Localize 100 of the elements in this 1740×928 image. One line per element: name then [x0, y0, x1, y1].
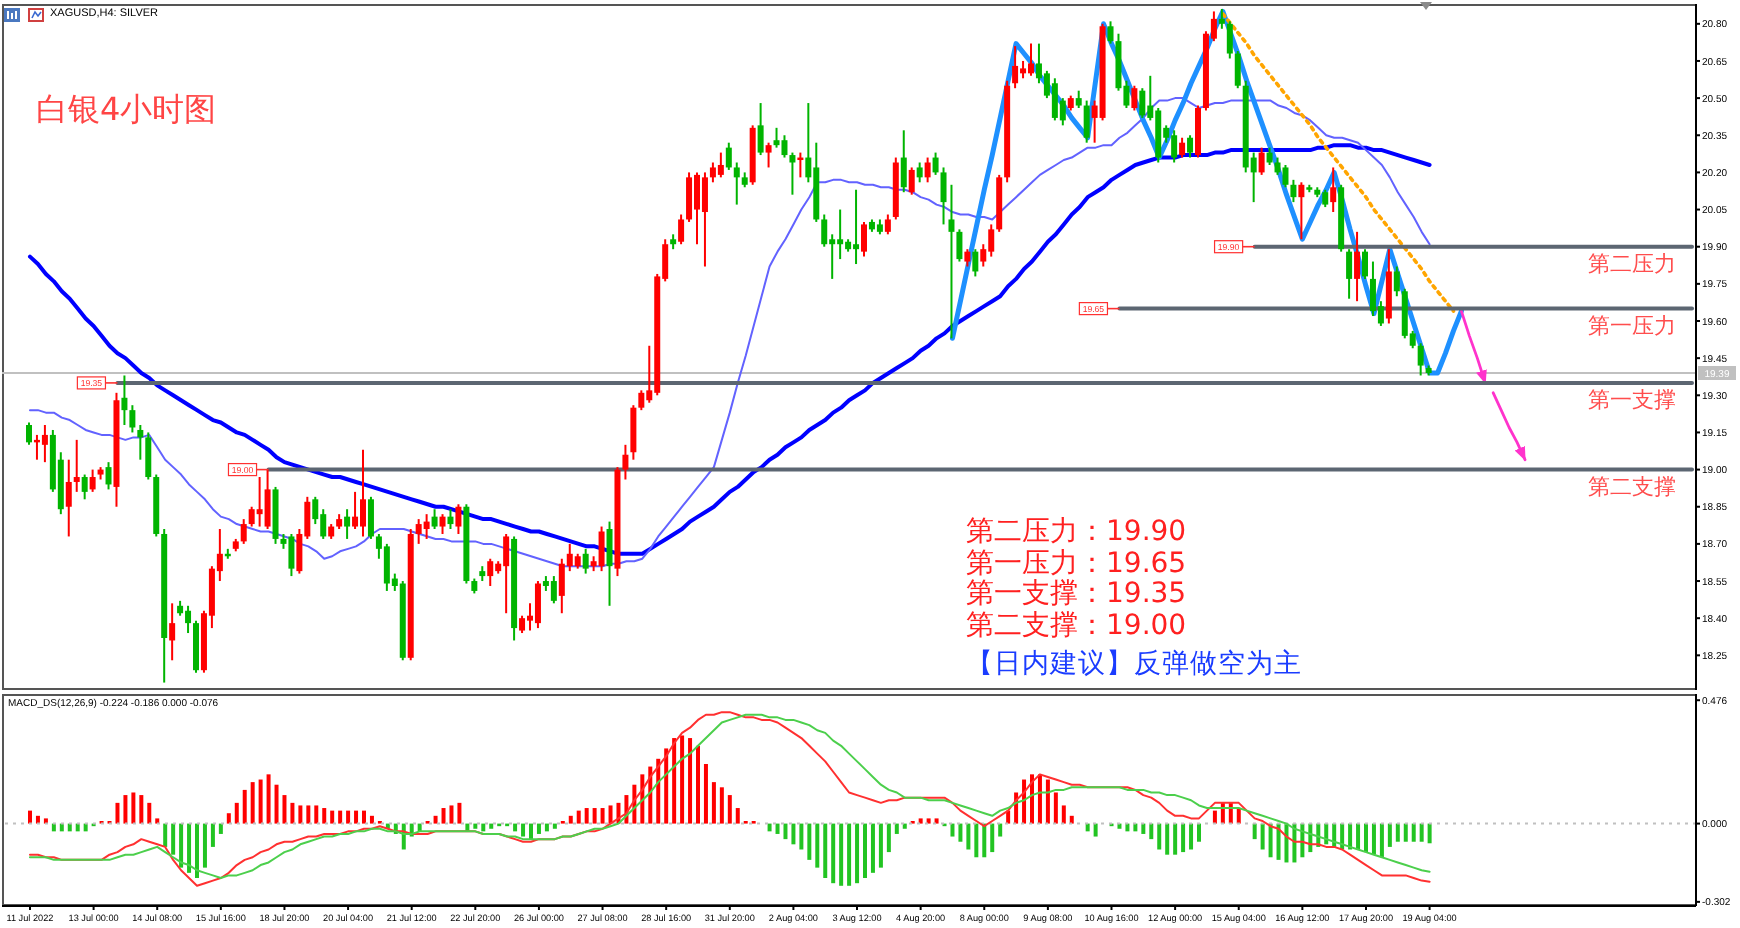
bar [1387, 823, 1392, 847]
bar [823, 823, 828, 879]
bar [799, 823, 804, 850]
bar [703, 763, 708, 824]
bar [855, 823, 860, 884]
bar [1379, 823, 1384, 858]
bar [274, 784, 279, 824]
bar [35, 815, 40, 824]
bar [807, 823, 812, 860]
bar [28, 810, 32, 824]
bar [362, 810, 366, 824]
bar [1045, 779, 1050, 824]
bar [680, 735, 685, 824]
bar [568, 815, 573, 824]
bar [489, 823, 494, 829]
bar [552, 823, 557, 829]
bar [775, 823, 780, 834]
bar [1037, 774, 1042, 824]
bar [513, 823, 518, 832]
bar [1356, 823, 1361, 850]
bar [711, 782, 716, 824]
bar [354, 810, 359, 824]
bar [815, 823, 820, 868]
bar [950, 823, 955, 837]
bar [473, 823, 478, 829]
bar [990, 823, 995, 853]
bar [688, 738, 693, 824]
bar [250, 782, 255, 824]
bar [1189, 823, 1194, 850]
bar [839, 823, 844, 886]
bar [306, 805, 311, 824]
bar [998, 823, 1003, 837]
bar [155, 818, 160, 824]
bar [1364, 823, 1368, 853]
bar [918, 818, 923, 824]
bar [1260, 823, 1265, 850]
bar [171, 823, 176, 855]
bar [266, 774, 271, 824]
bar [481, 823, 486, 832]
bar [1212, 810, 1217, 824]
bar [1173, 823, 1178, 855]
bar [878, 823, 883, 868]
bar [1252, 823, 1257, 840]
bar [338, 810, 343, 824]
bar [163, 823, 168, 847]
bar [441, 808, 446, 824]
bar [322, 808, 327, 824]
bar [369, 815, 374, 824]
bar [791, 823, 796, 845]
bar [115, 802, 120, 824]
bar [974, 823, 979, 858]
bar [330, 810, 335, 824]
bar [1419, 823, 1424, 842]
bar [1157, 823, 1162, 850]
bar [195, 823, 199, 879]
bar [187, 823, 192, 873]
bar [576, 810, 581, 824]
bar [1403, 823, 1408, 842]
bar [346, 810, 351, 824]
bar [131, 792, 136, 824]
bar [1181, 823, 1186, 853]
bar [767, 823, 772, 832]
bar [727, 795, 732, 824]
bar [1197, 823, 1201, 842]
bar [886, 823, 891, 853]
bar [831, 823, 836, 884]
bar [1427, 823, 1432, 844]
bar [926, 818, 931, 824]
bar [290, 802, 295, 824]
bar [735, 808, 740, 824]
bar [521, 823, 526, 837]
bar [123, 795, 128, 824]
bar [870, 823, 875, 873]
bar [608, 805, 613, 824]
bar [902, 823, 907, 829]
bar [664, 748, 669, 824]
bar [863, 823, 867, 879]
bar [783, 823, 788, 840]
bar [584, 808, 589, 824]
bar [592, 808, 597, 824]
bar [894, 823, 899, 834]
bar [258, 779, 263, 824]
bar [600, 808, 605, 824]
bar [719, 787, 724, 824]
bar [1069, 815, 1074, 824]
bar [433, 815, 438, 824]
bar [314, 805, 319, 824]
bar [1053, 792, 1058, 824]
candlestick [26, 421, 32, 446]
bar [982, 823, 987, 858]
bar [449, 805, 454, 824]
bar [234, 802, 239, 824]
bar [958, 823, 963, 842]
bar [672, 738, 677, 824]
bar [202, 823, 207, 868]
bar [298, 805, 303, 824]
bar [529, 823, 533, 840]
bar [1149, 823, 1154, 840]
bar [242, 789, 247, 824]
bar [1395, 823, 1400, 842]
